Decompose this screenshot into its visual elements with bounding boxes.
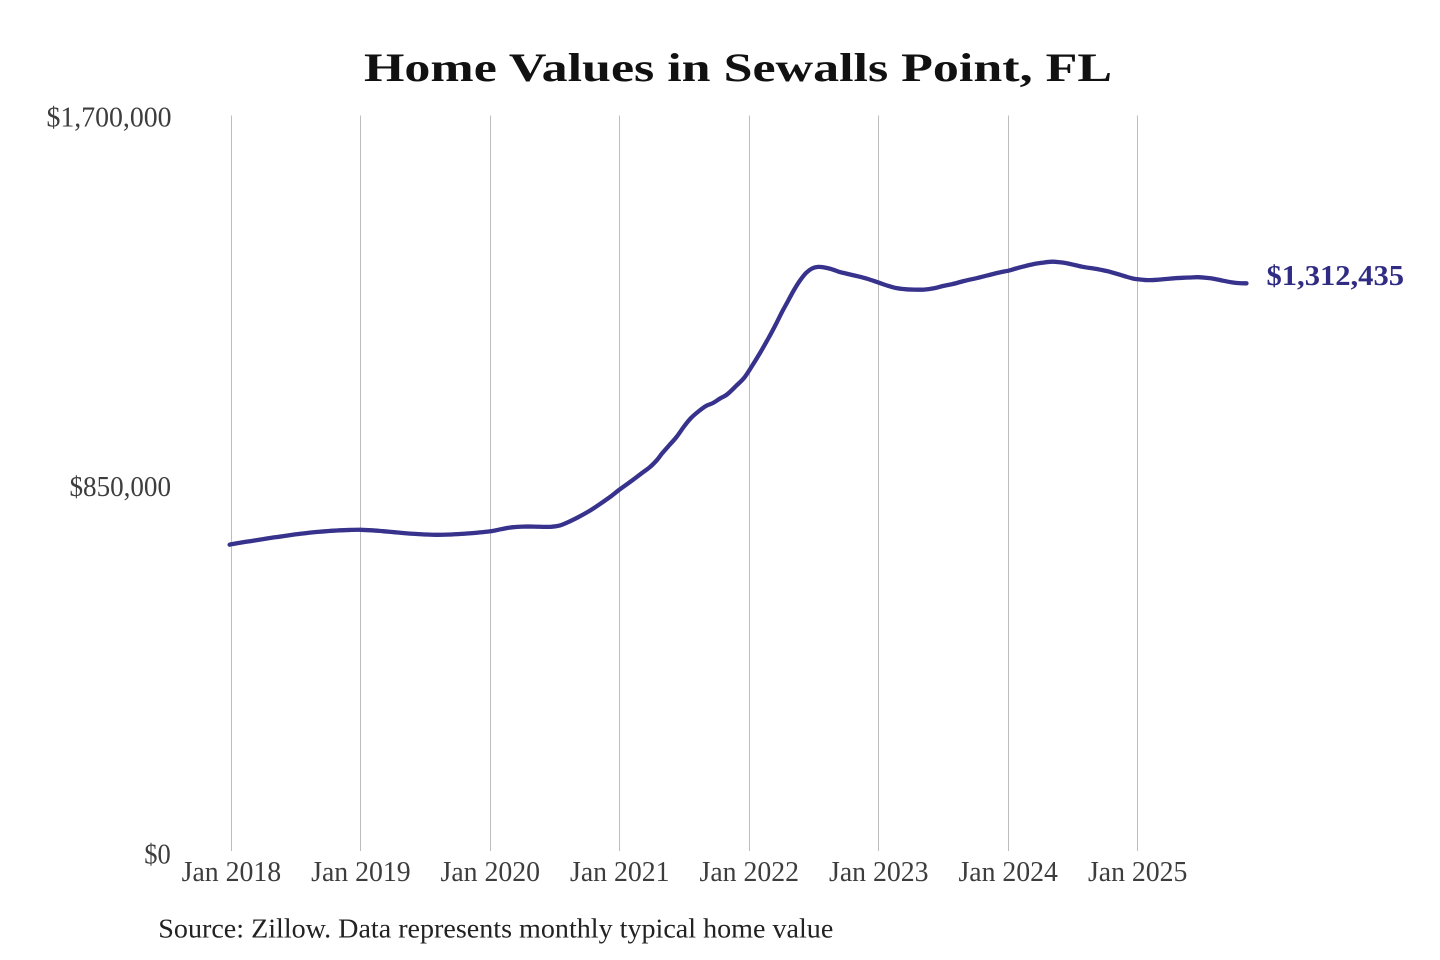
svg-text:$850,000: $850,000 bbox=[70, 472, 172, 503]
svg-text:Jan 2025: Jan 2025 bbox=[1088, 857, 1188, 888]
svg-text:Jan 2022: Jan 2022 bbox=[700, 857, 800, 888]
svg-text:$1,700,000: $1,700,000 bbox=[47, 102, 172, 133]
svg-text:$0: $0 bbox=[144, 840, 171, 871]
svg-text:Home Values in Sewalls Point,: Home Values in Sewalls Point, FL bbox=[364, 45, 1112, 90]
svg-text:Jan 2024: Jan 2024 bbox=[958, 857, 1058, 888]
svg-text:Source: Zillow. Data represent: Source: Zillow. Data represents monthly … bbox=[158, 914, 833, 944]
svg-text:Jan 2021: Jan 2021 bbox=[570, 857, 670, 888]
svg-text:Jan 2018: Jan 2018 bbox=[182, 857, 282, 888]
svg-text:Jan 2023: Jan 2023 bbox=[829, 857, 929, 888]
svg-text:$1,312,435: $1,312,435 bbox=[1267, 260, 1405, 292]
svg-text:Jan 2020: Jan 2020 bbox=[441, 857, 541, 888]
svg-text:Jan 2019: Jan 2019 bbox=[311, 857, 411, 888]
